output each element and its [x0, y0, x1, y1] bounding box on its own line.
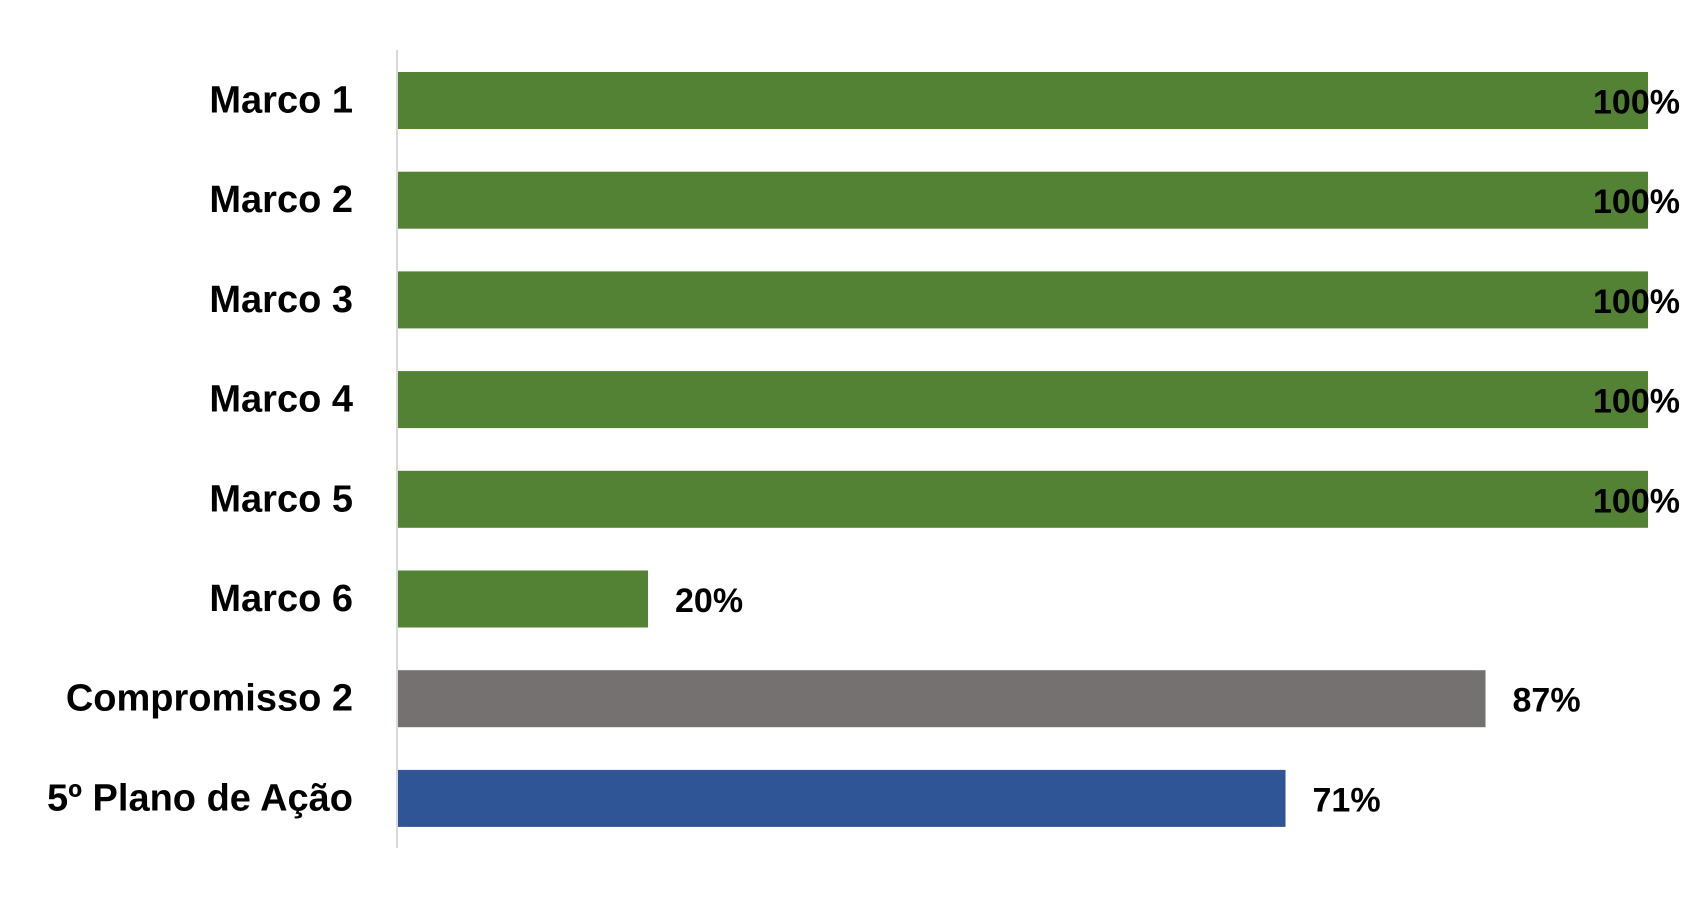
data-label-6: 87% — [1513, 682, 1581, 720]
bar-7 — [398, 769, 1286, 827]
category-labels-group: Marco 1 Marco 2 Marco 3 Marco 4 Marco 5 Marco… — [47, 80, 353, 820]
data-label-7: 71% — [1313, 781, 1381, 819]
category-label-4: Marco 5 — [209, 478, 353, 520]
bars-group — [398, 72, 1648, 827]
category-label-5: Marco 6 — [209, 578, 353, 620]
data-label-3: 100% — [1593, 383, 1680, 421]
data-label-4: 100% — [1593, 482, 1680, 520]
data-label-5: 20% — [675, 582, 743, 620]
bar-5 — [398, 570, 648, 628]
data-label-1: 100% — [1593, 183, 1680, 221]
data-label-0: 100% — [1593, 84, 1680, 122]
category-label-0: Marco 1 — [209, 80, 353, 122]
bar-3 — [398, 371, 1648, 429]
category-label-7: 5º Plano de Ação — [47, 777, 353, 819]
data-labels-group: 100% 100% 100% 100% 100% 20% 87% 71% — [675, 84, 1680, 820]
category-label-1: Marco 2 — [209, 179, 353, 221]
bar-6 — [398, 670, 1486, 728]
category-label-6: Compromisso 2 — [66, 678, 353, 720]
data-label-2: 100% — [1593, 283, 1680, 321]
bar-0 — [398, 72, 1648, 129]
bar-1 — [398, 171, 1648, 229]
category-label-2: Marco 3 — [209, 279, 353, 321]
category-label-3: Marco 4 — [209, 379, 353, 421]
bar-2 — [398, 271, 1648, 329]
bar-4 — [398, 470, 1648, 528]
